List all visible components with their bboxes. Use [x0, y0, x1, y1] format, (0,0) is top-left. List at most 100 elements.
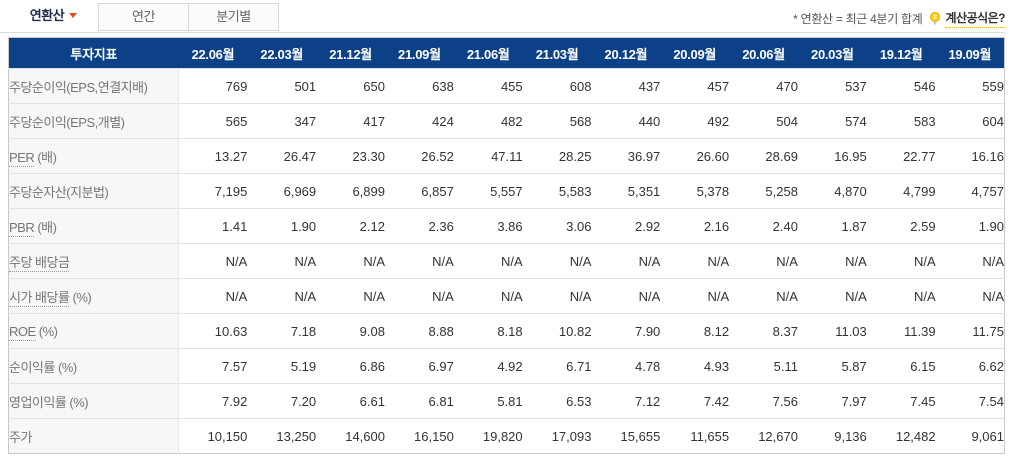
value-cell: 4.92	[453, 348, 523, 384]
value-cell: N/A	[316, 278, 385, 314]
table-row-pbr: PBR (배) 1.41 1.90 2.12 2.36 3.86 3.06 2.92 2.16 2…	[8, 208, 1005, 244]
value-cell: 16.16	[935, 138, 1005, 174]
value-cell: 7.57	[178, 348, 248, 384]
table-row-per: PER (배) 13.27 26.47 23.30 26.52 47.11 28.25 36.…	[8, 138, 1005, 174]
glossary-term[interactable]: 시가 배당률	[9, 289, 70, 307]
value-cell: 6,899	[316, 173, 385, 209]
value-cell: 7.18	[247, 313, 317, 349]
row-label-dividend-per-share: 주당 배당금	[8, 243, 179, 279]
table-row-operating-margin: 영업이익률 (%) 7.92 7.20 6.61 6.81 5.81 6.53 7.12 7.4…	[8, 383, 1005, 419]
value-cell: 470	[729, 68, 798, 104]
label-suffix: (배)	[34, 219, 57, 235]
table-header-row: 투자지표 22.06월 22.03월 21.12월 21.09월 21.06월 21.03월…	[8, 37, 1005, 69]
value-cell: 26.52	[384, 138, 454, 174]
value-cell: 4,870	[797, 173, 867, 209]
value-cell: N/A	[247, 243, 317, 279]
glossary-term[interactable]: PBR	[9, 219, 35, 237]
table-row-eps-consolidated: 주당순이익(EPS,연결지배) 769 501 650 638 455 608 437 457 4…	[8, 68, 1005, 104]
value-cell: 5,583	[522, 173, 592, 209]
value-cell: 1.41	[178, 208, 248, 244]
value-cell: 9.08	[316, 313, 385, 349]
glossary-term[interactable]: ROE	[9, 323, 36, 341]
header-cell-period: 22.03월	[247, 37, 317, 69]
value-cell: N/A	[729, 278, 798, 314]
value-cell: 3.06	[522, 208, 592, 244]
value-cell: 6.81	[384, 383, 454, 419]
value-cell: 4.93	[660, 348, 730, 384]
value-cell: 424	[384, 103, 454, 139]
row-label-stock-price: 주가	[8, 418, 179, 454]
tab-annualized[interactable]: 연환산	[8, 3, 99, 31]
value-cell: 608	[522, 68, 592, 104]
value-cell: 22.77	[866, 138, 936, 174]
value-cell: N/A	[866, 243, 936, 279]
value-cell: 16,150	[384, 418, 454, 454]
glossary-term[interactable]: PER	[9, 149, 35, 167]
value-cell: 16.95	[797, 138, 867, 174]
value-cell: 6.61	[316, 383, 385, 419]
header-cell-indicator: 투자지표	[8, 37, 179, 69]
value-cell: 10,150	[178, 418, 248, 454]
value-cell: 8.88	[384, 313, 454, 349]
value-cell: 12,482	[866, 418, 936, 454]
row-label-dividend-yield: 시가 배당률 (%)	[8, 278, 179, 314]
value-cell: 6.53	[522, 383, 592, 419]
value-cell: N/A	[866, 278, 936, 314]
value-cell: 6.15	[866, 348, 936, 384]
tab-label: 연간	[132, 9, 155, 24]
value-cell: 440	[591, 103, 661, 139]
value-cell: 23.30	[316, 138, 385, 174]
row-label-roe: ROE (%)	[8, 313, 179, 349]
value-cell: N/A	[453, 278, 523, 314]
value-cell: 7.97	[797, 383, 867, 419]
value-cell: 8.12	[660, 313, 730, 349]
lightbulb-icon	[928, 11, 942, 26]
value-cell: N/A	[660, 243, 730, 279]
value-cell: 347	[247, 103, 317, 139]
value-cell: 7.42	[660, 383, 730, 419]
row-label-net-margin: 순이익률 (%)	[8, 348, 179, 384]
value-cell: 2.12	[316, 208, 385, 244]
header-cell-period: 19.09월	[935, 37, 1005, 69]
tab-quarterly[interactable]: 분기별	[188, 3, 279, 31]
value-cell: 2.59	[866, 208, 936, 244]
value-cell: 1.90	[935, 208, 1005, 244]
value-cell: 504	[729, 103, 798, 139]
header-cell-period: 20.06월	[729, 37, 798, 69]
value-cell: N/A	[591, 278, 661, 314]
value-cell: N/A	[178, 278, 248, 314]
value-cell: 14,600	[316, 418, 385, 454]
header-cell-period: 21.06월	[453, 37, 523, 69]
top-bar: 연환산 연간 분기별 * 연환산 = 최근 4분기 합계 계산공식은?	[0, 0, 1005, 33]
value-cell: 8.18	[453, 313, 523, 349]
value-cell: 5.11	[729, 348, 798, 384]
tab-yearly[interactable]: 연간	[98, 3, 189, 31]
value-cell: 638	[384, 68, 454, 104]
value-cell: N/A	[660, 278, 730, 314]
header-cell-period: 21.03월	[522, 37, 592, 69]
value-cell: N/A	[797, 278, 867, 314]
value-cell: 1.87	[797, 208, 867, 244]
value-cell: 4.78	[591, 348, 661, 384]
calculation-formula-link[interactable]: 계산공식은?	[945, 9, 1005, 28]
table-row-dividend-yield: 시가 배당률 (%) N/A N/A N/A N/A N/A N/A N/A N/A N/A N/A…	[8, 278, 1005, 314]
value-cell: 492	[660, 103, 730, 139]
value-cell: 604	[935, 103, 1005, 139]
value-cell: N/A	[384, 243, 454, 279]
note-text: * 연환산 = 최근 4분기 합계	[793, 12, 923, 26]
header-cell-period: 19.12월	[866, 37, 936, 69]
value-cell: 6.71	[522, 348, 592, 384]
table-row-roe: ROE (%) 10.63 7.18 9.08 8.88 8.18 10.82 7.90 8.1…	[8, 313, 1005, 349]
row-label-operating-margin: 영업이익률 (%)	[8, 383, 179, 419]
row-label-bps: 주당순자산(지분법)	[8, 173, 179, 209]
value-cell: 6.86	[316, 348, 385, 384]
tab-label: 연환산	[29, 8, 65, 23]
value-cell: 6,969	[247, 173, 317, 209]
row-label-pbr: PBR (배)	[8, 208, 179, 244]
table-row-bps: 주당순자산(지분법) 7,195 6,969 6,899 6,857 5,557 5,583…	[8, 173, 1005, 209]
glossary-term[interactable]: 주당 배당금	[9, 254, 70, 272]
value-cell: 6.62	[935, 348, 1005, 384]
value-cell: 7.90	[591, 313, 661, 349]
value-cell: N/A	[316, 243, 385, 279]
value-cell: N/A	[384, 278, 454, 314]
